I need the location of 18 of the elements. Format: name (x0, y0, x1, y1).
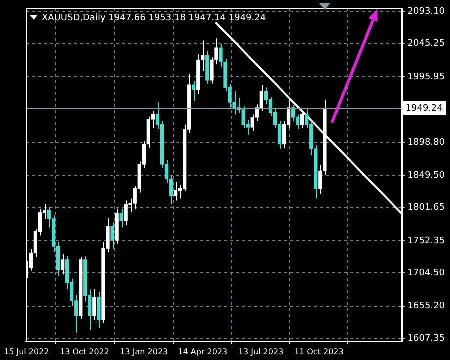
y-tick-label: 1995.95 (408, 72, 445, 82)
text: XAUUSD,Daily 1947.66 1953.18 1947.14 1949.24 (42, 14, 266, 24)
x-tick-label: 13 Jul 2023 (238, 347, 284, 356)
x-tick-label: 15 Jul 2022 (4, 347, 50, 356)
x-tick-label: 13 Jan 2023 (120, 347, 168, 356)
x-tick-label: 14 Apr 2023 (178, 347, 228, 356)
y-tick-label: 1849.50 (408, 170, 446, 181)
y-tick-label: 1752.35 (408, 236, 445, 246)
x-tick-label: 13 Oct 2022 (60, 347, 110, 356)
x-tick-label: 11 Oct 2023 (294, 347, 344, 356)
y-tick-label: 1801.65 (408, 203, 445, 214)
y-tick-label: 2045.25 (408, 39, 445, 50)
y-tick-label: 1898.80 (408, 138, 446, 148)
y-tick-label: 2093.10 (408, 7, 446, 18)
y-tick-label: 1704.50 (408, 268, 446, 278)
y-tick-label: 1607.35 (408, 334, 445, 344)
ref-line-label: 1949.24 (406, 104, 444, 114)
y-tick-label: 1655.20 (408, 302, 446, 312)
